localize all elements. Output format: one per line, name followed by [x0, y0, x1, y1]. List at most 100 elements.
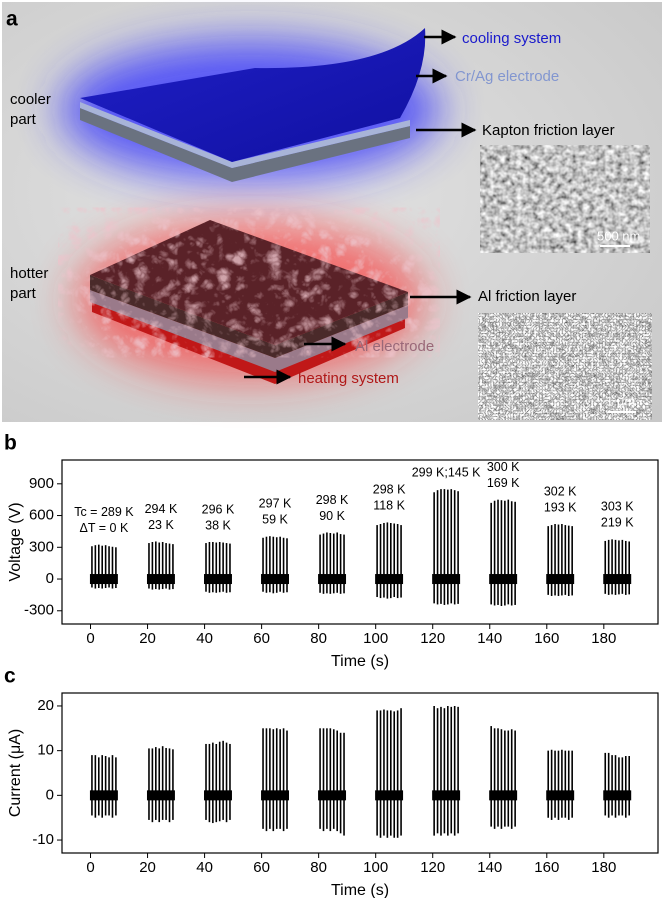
baseline-noise: [261, 790, 289, 801]
label: hotter: [10, 265, 48, 282]
annotation: Tc = 289 K: [74, 505, 134, 519]
y-tick-label: -300: [24, 602, 54, 619]
baseline-noise: [146, 790, 175, 801]
baseline-noise: [375, 790, 404, 801]
baseline-noise: [603, 790, 632, 801]
x-tick-label: 80: [310, 630, 327, 647]
baseline-noise: [546, 574, 575, 585]
label: Al electrode: [355, 338, 434, 355]
x-tick-label: 180: [591, 859, 616, 876]
x-axis-title: Time (s): [331, 653, 389, 670]
annotation: 297 K: [259, 496, 292, 510]
x-tick-label: 60: [253, 630, 270, 647]
annotation: 294 K: [145, 502, 178, 516]
baseline-noise: [489, 574, 518, 585]
baseline-noise: [432, 790, 461, 801]
label: Kapton friction layer: [482, 122, 615, 139]
x-tick-label: 120: [420, 630, 445, 647]
x-tick-label: 20: [139, 859, 156, 876]
x-tick-label: 0: [86, 859, 94, 876]
x-tick-label: 180: [591, 630, 616, 647]
baseline-noise: [375, 574, 404, 585]
annotation: 298 K: [316, 493, 349, 507]
y-tick-label: 20: [37, 697, 54, 714]
al-electrode-layer: [90, 290, 408, 372]
annotation: 303 K: [601, 500, 634, 514]
schematic: a cooling system Cr/Ag electrode cooler …: [2, 2, 662, 422]
baseline-noise: [318, 790, 347, 801]
x-tick-label: 80: [310, 859, 327, 876]
x-tick-label: 120: [420, 859, 445, 876]
cooling-sheet: [80, 28, 426, 162]
kapton-layer: [80, 108, 410, 182]
baseline-noise: [146, 574, 175, 585]
x-tick-label: 40: [196, 859, 213, 876]
sem-image: [480, 145, 650, 253]
annotation: 90 K: [319, 509, 345, 523]
scale-label: 500 nm: [597, 228, 640, 243]
y-tick-label: 300: [29, 538, 54, 555]
x-tick-label: 160: [534, 630, 559, 647]
x-tick-label: 100: [363, 859, 388, 876]
y-tick-label: 600: [29, 507, 54, 524]
x-tick-label: 140: [477, 630, 502, 647]
panel-label: c: [4, 665, 16, 688]
baseline-noise: [546, 790, 575, 801]
label: heating system: [298, 370, 399, 387]
baseline-noise: [89, 790, 118, 801]
x-tick-label: 140: [477, 859, 502, 876]
annotation: 38 K: [205, 518, 231, 532]
annotation: 296 K: [202, 502, 235, 516]
panel-label: a: [6, 8, 18, 31]
annotation: 299 K;145 K: [412, 465, 481, 479]
panel-label: b: [4, 432, 17, 455]
heating-layer: [92, 300, 405, 384]
sem-image: [478, 313, 652, 420]
y-axis-title: Current (μA): [7, 729, 24, 817]
x-tick-label: 160: [534, 859, 559, 876]
y-tick-label: 0: [46, 570, 54, 587]
annotation: 118 K: [373, 499, 405, 513]
label: Cr/Ag electrode: [455, 68, 559, 85]
al-side: [90, 275, 408, 358]
annotation: 298 K: [373, 483, 406, 497]
baseline-noise: [489, 790, 518, 801]
label: Al friction layer: [478, 288, 576, 305]
annotation: ΔT = 0 K: [80, 521, 129, 535]
x-tick-label: 60: [253, 859, 270, 876]
annotation: 23 K: [148, 518, 174, 532]
label: cooling system: [462, 30, 561, 47]
label: part: [10, 285, 37, 302]
y-tick-label: -10: [32, 831, 54, 848]
baseline-noise: [204, 574, 232, 585]
baseline-noise: [432, 574, 461, 585]
label: cooler: [10, 91, 51, 108]
plot-frame: [61, 459, 659, 625]
baseline-noise: [603, 574, 632, 585]
annotation: 302 K: [544, 484, 577, 498]
y-tick-label: 0: [46, 786, 54, 803]
y-axis-title: Voltage (V): [7, 502, 24, 581]
y-tick-label: 900: [29, 475, 54, 492]
annotation: 169 K: [487, 476, 520, 490]
x-axis-title: Time (s): [331, 882, 389, 898]
al-texture: [90, 220, 408, 345]
x-tick-label: 100: [363, 630, 388, 647]
baseline-noise: [261, 574, 289, 585]
annotation: 300 K: [487, 460, 520, 474]
x-tick-label: 20: [139, 630, 156, 647]
baseline-noise: [89, 574, 118, 585]
baseline-noise: [318, 574, 347, 585]
x-tick-label: 40: [196, 630, 213, 647]
scale-label: 1 μm: [606, 393, 635, 408]
annotation: 59 K: [262, 512, 288, 526]
annotation: 193 K: [544, 500, 577, 514]
label: part: [10, 111, 37, 128]
plot-frame: [61, 692, 659, 854]
y-tick-label: 10: [37, 742, 54, 759]
annotation: 219 K: [601, 516, 634, 530]
baseline-noise: [204, 790, 232, 801]
x-tick-label: 0: [86, 630, 94, 647]
